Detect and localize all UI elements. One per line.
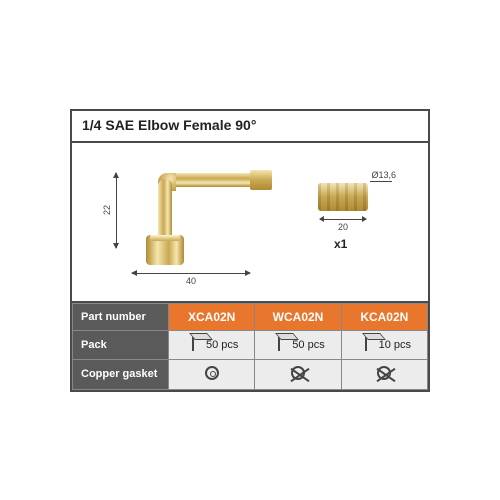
part-number-cell: KCA02N [341, 303, 427, 330]
dimension-vertical-label: 22 [102, 205, 112, 215]
elbow-barb [250, 170, 272, 190]
pack-cell: 50 pcs [169, 330, 255, 359]
insert-width-dimension: 20 [320, 219, 366, 220]
gasket-cell [341, 359, 427, 389]
pack-qty: 50 pcs [206, 339, 238, 351]
gasket-excluded-icon [377, 366, 391, 380]
product-panel: 1/4 SAE Elbow Female 90° 40 22 Ø13,6 20 … [70, 109, 430, 392]
insert-diameter-line: Ø13,6 [370, 181, 392, 182]
table-row: Copper gasket [73, 359, 428, 389]
part-number-cell: XCA02N [169, 303, 255, 330]
gasket-excluded-icon [291, 366, 305, 380]
row-header-part: Part number [73, 303, 169, 330]
box-icon [271, 337, 287, 353]
row-header-gasket: Copper gasket [73, 359, 169, 389]
insert-qty: x1 [334, 237, 347, 251]
product-title: 1/4 SAE Elbow Female 90° [82, 117, 256, 133]
part-number-cell: WCA02N [255, 303, 341, 330]
gasket-cell [169, 359, 255, 389]
diagram-area: 40 22 Ø13,6 20 x1 [72, 143, 428, 303]
insert-width-label: 20 [338, 222, 348, 232]
dimension-vertical: 22 [116, 173, 117, 248]
elbow-vertical-tube [158, 179, 172, 239]
table-row: Part number XCA02N WCA02N KCA02N [73, 303, 428, 330]
gasket-cell [255, 359, 341, 389]
pack-qty: 50 pcs [292, 339, 324, 351]
box-icon [185, 337, 201, 353]
dimension-horizontal-label: 40 [186, 276, 196, 286]
insert-body [318, 183, 368, 211]
pack-cell: 10 pcs [341, 330, 427, 359]
elbow-nut [146, 235, 184, 265]
gasket-included-icon [205, 366, 219, 380]
elbow-drawing [132, 163, 272, 283]
insert-drawing: Ø13,6 20 x1 [308, 173, 398, 263]
spec-table: Part number XCA02N WCA02N KCA02N Pack 50… [72, 303, 428, 390]
dimension-horizontal: 40 [132, 273, 250, 274]
row-header-pack: Pack [73, 330, 169, 359]
pack-cell: 50 pcs [255, 330, 341, 359]
table-row: Pack 50 pcs 50 pcs 10 pcs [73, 330, 428, 359]
insert-diameter-label: Ø13,6 [371, 170, 396, 180]
title-bar: 1/4 SAE Elbow Female 90° [72, 111, 428, 143]
box-icon [358, 337, 374, 353]
pack-qty: 10 pcs [379, 339, 411, 351]
